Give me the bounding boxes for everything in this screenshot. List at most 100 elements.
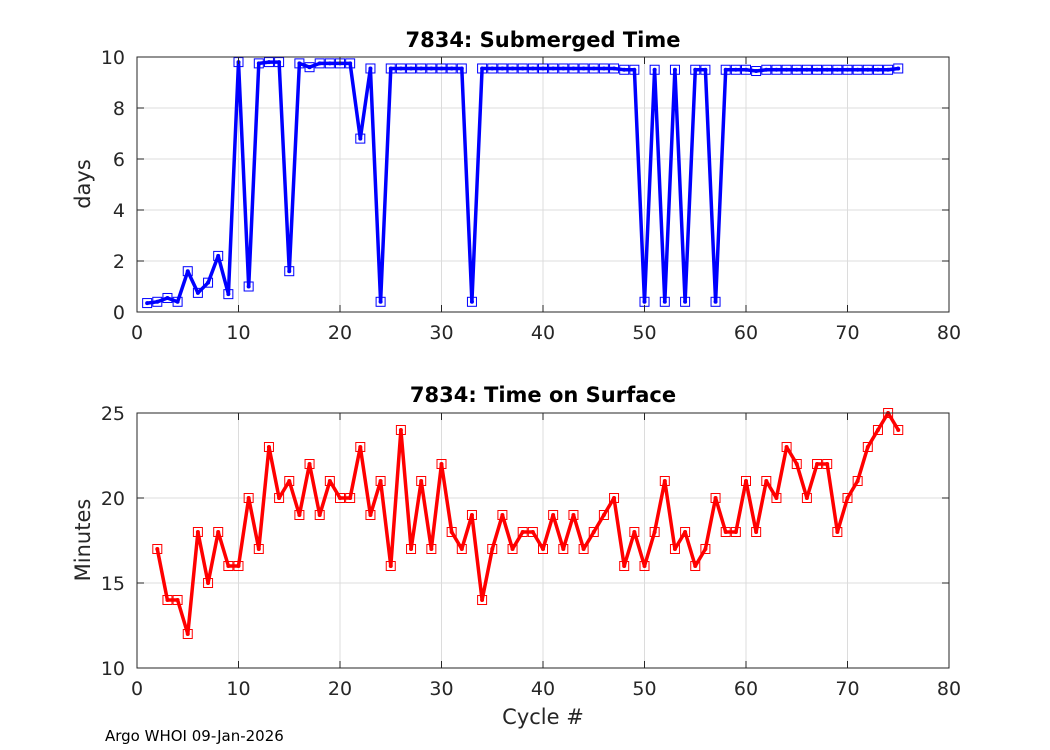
surface-point-dot (378, 479, 383, 483)
surface-point-marker (192, 527, 203, 537)
submerged-point-marker (720, 64, 731, 75)
submerged-point-dot (896, 66, 901, 71)
surface-point-dot (449, 530, 454, 534)
submerged-point-dot (652, 67, 657, 72)
submerged-point-dot (226, 292, 231, 297)
submerged-point-dot (683, 299, 688, 304)
submerged-ytick-label: 6 (113, 149, 125, 171)
submerged-point-dot (804, 67, 809, 72)
submerged-point-dot (723, 67, 728, 72)
submerged-point-marker (781, 64, 792, 75)
submerged-point-marker (213, 250, 224, 261)
surface-point-marker (730, 527, 741, 537)
surface-point-marker (294, 510, 305, 520)
submerged-point-dot (865, 67, 870, 72)
surface-point-marker (406, 544, 417, 554)
submerged-point-marker (284, 266, 295, 277)
submerged-point-marker (527, 63, 538, 74)
submerged-time-ylabel: days (71, 159, 95, 209)
surface-point-marker (649, 527, 660, 537)
submerged-point-marker (812, 64, 823, 75)
submerged-point-marker (253, 58, 264, 69)
surface-point-dot (713, 496, 718, 500)
surface-point-dot (642, 564, 647, 568)
surface-point-dot (733, 530, 738, 534)
surface-point-marker (771, 493, 782, 503)
surface-point-marker (862, 442, 873, 452)
surface-point-marker (822, 459, 833, 469)
submerged-point-dot (256, 61, 261, 66)
submerged-time-title: 7834: Submerged Time (405, 28, 680, 52)
surface-point-marker (598, 510, 609, 520)
submerged-point-marker (872, 64, 883, 75)
surface-point-dot (175, 598, 180, 602)
submerged-point-marker (893, 63, 904, 74)
submerged-point-dot (459, 66, 464, 71)
submerged-point-marker (680, 296, 691, 307)
submerged-xtick-label: 80 (937, 322, 961, 344)
submerged-point-marker (395, 63, 406, 74)
submerged-point-marker (791, 64, 802, 75)
submerged-point-marker (152, 296, 163, 307)
surface-xtick-label: 30 (429, 678, 453, 700)
surface-point-marker (203, 578, 214, 588)
surface-point-marker (263, 442, 274, 452)
surface-point-marker (436, 459, 447, 469)
submerged-point-dot (297, 61, 302, 66)
submerged-point-dot (744, 67, 748, 72)
submerged-point-marker (456, 63, 467, 74)
surface-point-marker (751, 527, 762, 537)
surface-point-dot (277, 496, 282, 500)
surface-point-marker (314, 510, 325, 520)
submerged-point-marker (375, 296, 386, 307)
submerged-point-dot (591, 66, 596, 71)
surface-point-dot (865, 445, 870, 449)
surface-point-dot (875, 428, 880, 432)
submerged-point-dot (358, 136, 363, 141)
submerged-point-dot (764, 67, 769, 72)
submerged-point-dot (612, 66, 617, 71)
surface-point-marker (274, 493, 285, 503)
submerged-point-marker (883, 64, 894, 75)
submerged-point-marker (203, 277, 214, 288)
surface-point-marker (872, 425, 883, 435)
submerged-point-dot (246, 284, 251, 289)
submerged-point-dot (733, 67, 738, 72)
surface-point-dot (155, 547, 160, 551)
surface-point-dot (409, 547, 414, 551)
surface-point-dot (206, 581, 211, 585)
submerged-point-dot (175, 299, 180, 304)
submerged-point-marker (801, 64, 812, 75)
surface-point-dot (764, 479, 769, 483)
surface-point-dot (388, 564, 393, 568)
submerged-point-dot (429, 66, 434, 71)
submerged-point-marker (659, 296, 670, 307)
submerged-point-marker (690, 64, 701, 75)
submerged-point-dot (195, 290, 200, 295)
surface-point-dot (825, 462, 830, 466)
submerged-point-dot (165, 295, 170, 300)
surface-point-dot (297, 513, 302, 517)
surface-point-dot (591, 530, 596, 534)
surface-point-dot (439, 462, 444, 466)
submerged-point-marker (243, 281, 254, 292)
surface-point-marker (842, 493, 853, 503)
submerged-point-marker (517, 63, 528, 74)
submerged-ytick-label: 8 (113, 98, 125, 120)
submerged-point-marker (751, 66, 762, 77)
submerged-point-dot (490, 66, 495, 71)
submerged-point-marker (416, 63, 427, 74)
submerged-point-dot (500, 66, 505, 71)
surface-point-marker (355, 442, 366, 452)
surface-point-marker (710, 493, 721, 503)
surface-point-marker (304, 459, 315, 469)
surface-point-marker (416, 476, 427, 486)
submerged-point-dot (348, 61, 353, 66)
surface-point-dot (632, 530, 637, 534)
surface-point-marker (639, 561, 650, 571)
surface-series-line (155, 411, 900, 636)
surface-point-marker (893, 425, 904, 435)
surface-point-dot (195, 530, 200, 534)
